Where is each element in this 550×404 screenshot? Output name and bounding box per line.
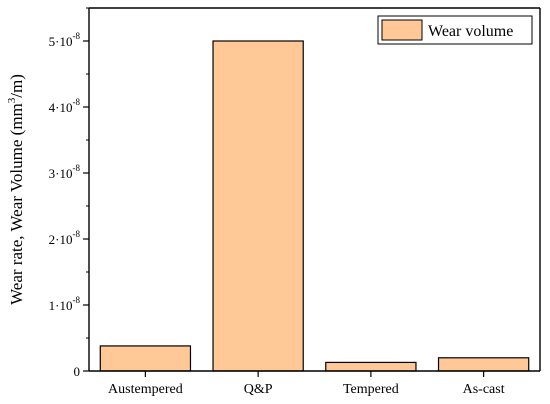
x-tick-label: Q&P [244,382,273,397]
x-tick-label: As-cast [463,382,505,397]
x-tick-label: Tempered [343,382,399,397]
bar-q-p [212,40,304,372]
legend-swatch [381,19,423,41]
bars-layer [99,40,530,372]
y-tick-label: 3·10-8 [49,163,81,181]
legend-label: Wear volume [428,23,513,40]
bar-tempered [325,361,417,372]
legend: Wear volume [377,15,533,45]
ticks-layer: Austempered Q&P Tempered As-cast 0 1·10-8 2·10… [49,7,505,397]
y-tick-label: 0 [74,364,81,379]
y-tick-label: 4·10-8 [49,97,81,115]
axes-layer [88,7,541,372]
y-tick-label: 2·10-8 [49,229,81,247]
x-tick-label: Austempered [108,382,183,397]
y-axis-title: Wear rate, Wear Volume (mm3/m) [6,74,26,305]
bar-austempered [99,345,192,372]
axis-titles: Wear rate, Wear Volume (mm3/m) [6,74,26,305]
bar-as-cast [437,357,530,372]
y-tick-label: 1·10-8 [49,295,81,313]
y-tick-label: 5·10-8 [49,31,81,49]
